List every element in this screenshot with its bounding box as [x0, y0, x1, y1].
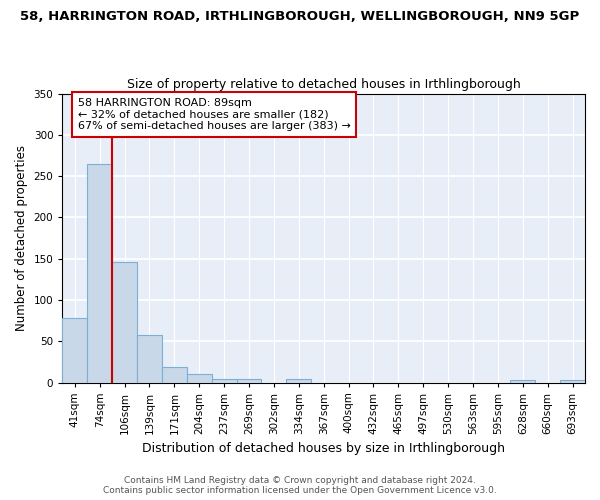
- Bar: [137, 336, 162, 382]
- Text: 58, HARRINGTON ROAD, IRTHLINGBOROUGH, WELLINGBOROUGH, NN9 5GP: 58, HARRINGTON ROAD, IRTHLINGBOROUGH, WE…: [20, 10, 580, 23]
- X-axis label: Distribution of detached houses by size in Irthlingborough: Distribution of detached houses by size …: [142, 442, 505, 455]
- Bar: [162, 367, 187, 382]
- Text: Contains HM Land Registry data © Crown copyright and database right 2024.
Contai: Contains HM Land Registry data © Crown c…: [103, 476, 497, 495]
- Y-axis label: Number of detached properties: Number of detached properties: [15, 145, 28, 331]
- Bar: [560, 380, 585, 382]
- Bar: [236, 379, 262, 382]
- Text: 58 HARRINGTON ROAD: 89sqm
← 32% of detached houses are smaller (182)
67% of semi: 58 HARRINGTON ROAD: 89sqm ← 32% of detac…: [78, 98, 351, 131]
- Bar: [511, 380, 535, 382]
- Bar: [87, 164, 112, 382]
- Bar: [212, 379, 236, 382]
- Bar: [187, 374, 212, 382]
- Bar: [286, 379, 311, 382]
- Bar: [62, 318, 87, 382]
- Title: Size of property relative to detached houses in Irthlingborough: Size of property relative to detached ho…: [127, 78, 521, 91]
- Bar: [112, 262, 137, 382]
